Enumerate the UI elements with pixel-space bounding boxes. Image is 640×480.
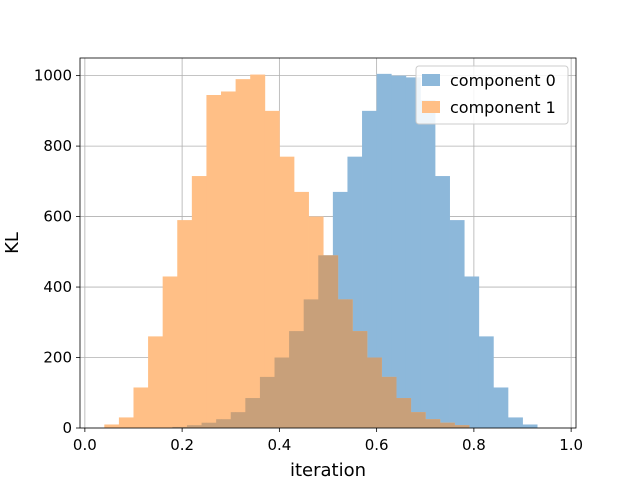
overlap-bar — [352, 331, 363, 428]
overlap-bar — [259, 376, 266, 428]
legend-swatch — [422, 74, 440, 86]
overlap-bar — [449, 422, 455, 428]
histogram-bar — [221, 91, 237, 428]
overlap-bar — [289, 331, 295, 428]
overlap-bar — [332, 255, 339, 428]
overlap-bars — [172, 255, 470, 428]
histogram-bar — [162, 276, 178, 428]
overlap-bar — [177, 426, 188, 428]
overlap-bar — [191, 425, 202, 428]
histogram-bar — [250, 74, 266, 429]
legend-label: component 0 — [450, 71, 556, 90]
overlap-bar — [381, 376, 392, 428]
legend: component 0 component 1 — [415, 65, 569, 125]
histogram-bar — [420, 100, 436, 429]
overlap-bar — [279, 357, 290, 428]
overlap-bar — [303, 299, 309, 428]
histogram-bar — [235, 79, 251, 429]
y-tick-label: 600 — [43, 208, 72, 226]
legend-label: component 1 — [450, 98, 556, 117]
overlap-bar — [230, 412, 237, 428]
histogram-bar — [464, 276, 480, 428]
overlap-bar — [318, 255, 324, 428]
axis-ticks: 0.0 0.2 0.4 0.6 0.8 1.0 0 200 400 600 800 1000 — [34, 67, 583, 454]
x-tick-label: 0.2 — [170, 436, 194, 454]
overlap-bar — [308, 299, 319, 428]
x-tick-label: 0.0 — [73, 436, 97, 454]
overlap-bar — [434, 419, 441, 428]
overlap-bar — [293, 331, 305, 428]
overlap-bar — [464, 425, 470, 428]
overlap-bar — [274, 357, 280, 428]
overlap-bar — [337, 299, 348, 428]
x-tick-label: 0.4 — [267, 436, 291, 454]
x-tick-label: 0.8 — [462, 436, 486, 454]
x-tick-label: 1.0 — [559, 436, 583, 454]
overlap-bar — [396, 398, 407, 428]
histogram-bar — [405, 77, 421, 428]
histogram-bar — [522, 424, 538, 428]
overlap-bar — [366, 357, 378, 428]
histogram-bar — [391, 75, 407, 428]
overlap-bar — [216, 419, 222, 428]
overlap-bar — [376, 357, 382, 428]
y-tick-label: 1000 — [34, 67, 72, 85]
histogram-bar — [493, 387, 509, 428]
histogram-bar — [449, 220, 465, 428]
y-axis-label: KL — [2, 232, 23, 254]
overlap-bar — [454, 425, 465, 428]
histogram-bar — [264, 110, 280, 428]
overlap-bar — [221, 419, 232, 428]
overlap-bar — [186, 425, 193, 428]
overlap-bar — [362, 331, 368, 428]
overlap-bar — [245, 398, 251, 428]
legend-swatch — [422, 101, 440, 113]
overlap-bar — [235, 412, 246, 428]
overlap-bar — [391, 376, 397, 428]
histogram-bars — [104, 73, 538, 429]
overlap-bar — [405, 398, 412, 428]
histogram-bar — [206, 95, 222, 428]
legend-box — [415, 65, 569, 125]
histogram-bar — [478, 336, 494, 428]
overlap-bar — [410, 412, 421, 428]
overlap-bar — [425, 419, 436, 428]
histogram-bar — [133, 387, 149, 428]
overlap-bar — [323, 255, 334, 428]
histogram-bar — [507, 417, 523, 428]
plot-frame — [79, 57, 577, 429]
overlap-bar — [347, 299, 353, 428]
y-tick-label: 0 — [62, 419, 72, 437]
overlap-bar — [439, 422, 450, 428]
x-tick-label: 0.6 — [365, 436, 389, 454]
y-tick-label: 800 — [43, 137, 72, 155]
overlap-bar — [206, 422, 217, 428]
overlap-bar — [172, 426, 178, 428]
histogram-bar — [434, 176, 450, 428]
y-tick-label: 400 — [43, 278, 72, 296]
overlap-bar — [420, 412, 426, 428]
histogram-bar — [148, 336, 164, 428]
histogram-bar — [118, 417, 134, 428]
histogram-bar — [177, 220, 193, 428]
overlap-bar — [201, 422, 207, 428]
x-axis-label: iteration — [290, 460, 366, 480]
overlap-bar — [250, 398, 261, 428]
overlap-bar — [264, 376, 275, 428]
histogram-bar — [104, 424, 120, 428]
histogram-bar — [191, 176, 207, 428]
histogram-bar — [376, 73, 392, 428]
y-tick-label: 200 — [43, 349, 72, 367]
